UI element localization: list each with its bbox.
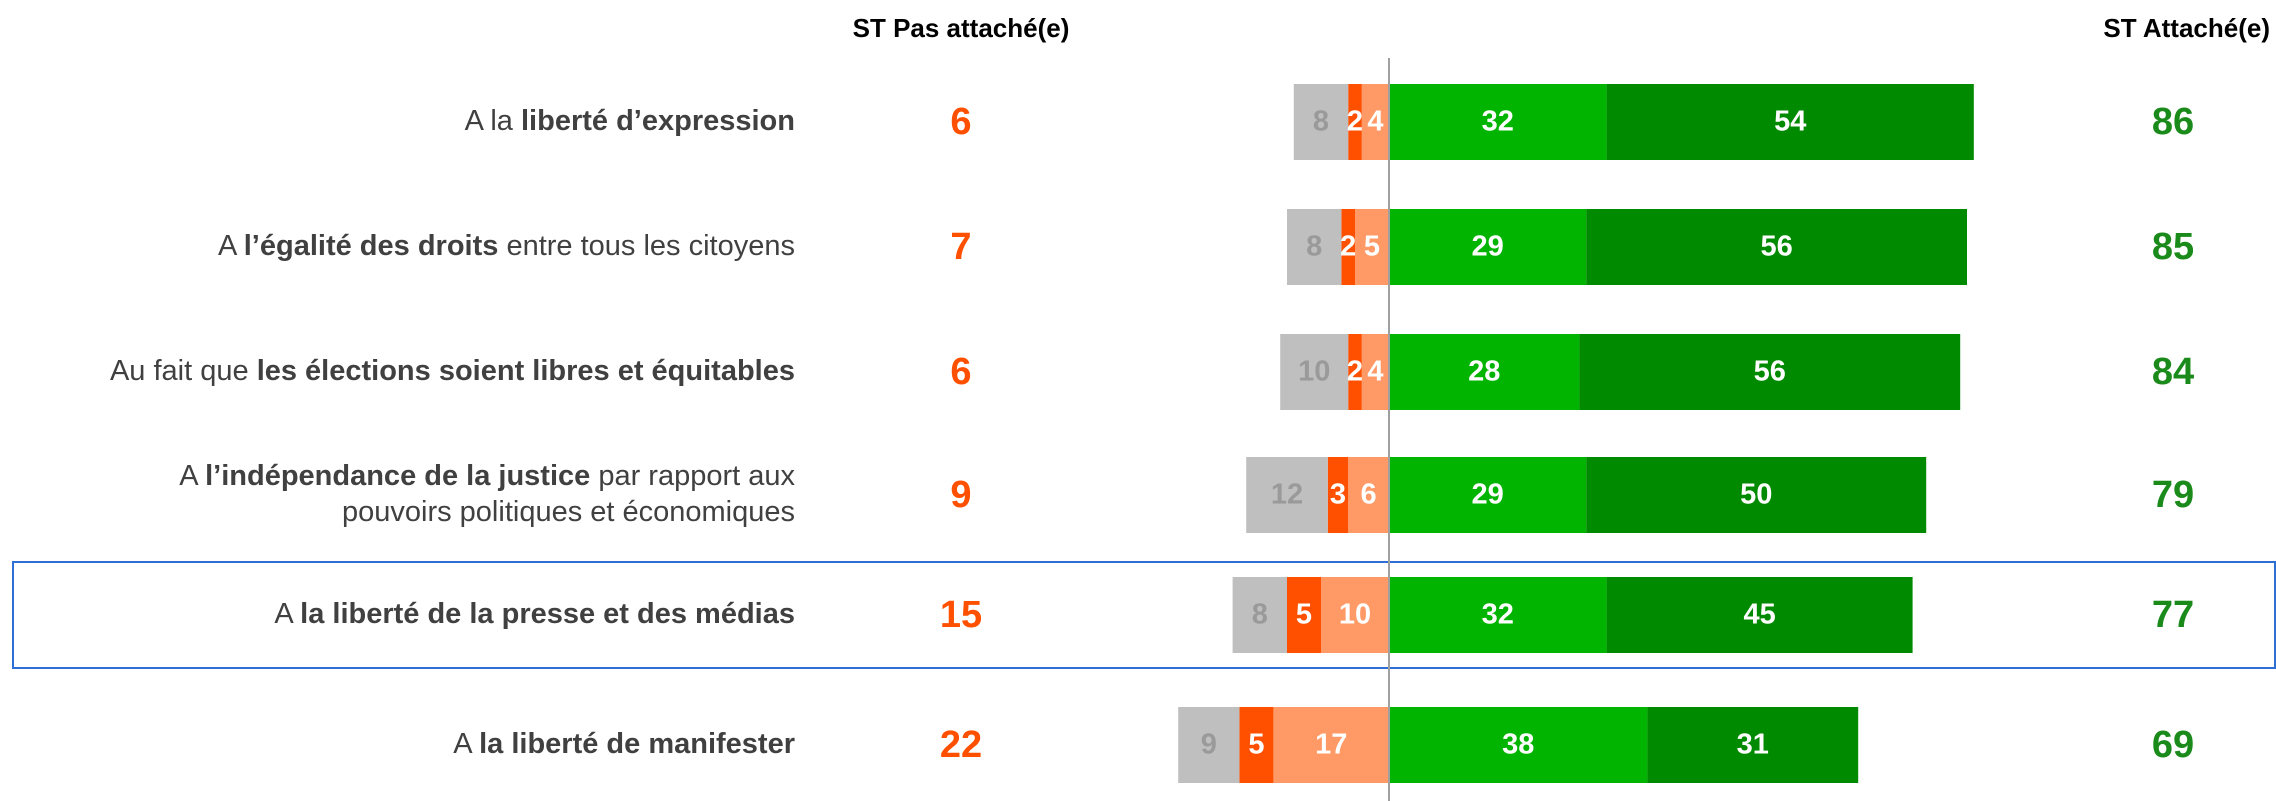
- category-part: la liberté de manifester: [479, 728, 795, 760]
- category-part: A: [453, 728, 479, 760]
- segment-label: 5: [1364, 231, 1380, 263]
- bar-segment: [1341, 209, 1355, 285]
- segment-label: 4: [1367, 106, 1383, 138]
- bar-segment: [1287, 209, 1342, 285]
- category-part: les élections soient libres et équitable…: [257, 355, 795, 387]
- bar-segment: [1361, 334, 1389, 410]
- segment-label: 10: [1339, 599, 1371, 631]
- total-label: 15: [940, 594, 982, 636]
- segment-label: 56: [1760, 231, 1792, 263]
- bar-segment: [1389, 209, 1587, 285]
- category-part: A: [218, 230, 244, 262]
- segment-label: 12: [1271, 479, 1303, 511]
- bar-segment: [1361, 84, 1389, 160]
- segment-label: 17: [1315, 729, 1347, 761]
- highlight-box: [12, 561, 2276, 669]
- bar-segment: [1348, 84, 1362, 160]
- category-part: A: [274, 598, 300, 630]
- segment-label: 29: [1471, 479, 1503, 511]
- segment-label: 4: [1367, 356, 1383, 388]
- bar-segment: [1389, 707, 1648, 783]
- bar-segment: [1293, 84, 1349, 160]
- category-part: l’égalité des droits: [244, 230, 499, 262]
- bar-segment: [1586, 209, 1967, 285]
- category-part: Au fait que: [110, 355, 257, 387]
- bar-segment: [1389, 84, 1607, 160]
- segment-label: 8: [1252, 599, 1268, 631]
- category-part: pouvoirs politiques et économiques: [342, 496, 795, 528]
- category-part: liberté d’expression: [521, 105, 795, 137]
- total-label: 6: [950, 101, 971, 143]
- segment-label: 2: [1347, 356, 1363, 388]
- bar-segment: [1389, 457, 1587, 533]
- bar-segment: [1606, 577, 1913, 653]
- left-total-header: ST Pas attaché(e): [853, 13, 1070, 43]
- category-label: A la liberté de la presse et des médias: [274, 598, 795, 630]
- segment-label: 50: [1740, 479, 1772, 511]
- bar-segment: [1280, 334, 1349, 410]
- bar-segment: [1355, 209, 1389, 285]
- total-label: 77: [2152, 594, 2194, 636]
- segment-label: 32: [1482, 106, 1514, 138]
- bar-segment: [1246, 457, 1328, 533]
- segment-label: 45: [1743, 599, 1775, 631]
- bar-segment: [1586, 457, 1927, 533]
- total-label: 86: [2152, 101, 2194, 143]
- category-label: Au fait que les élections soient libres …: [110, 355, 795, 387]
- category-part: par rapport aux: [590, 460, 795, 492]
- category-label: A la liberté de manifester: [453, 728, 795, 760]
- category-part: A: [179, 460, 205, 492]
- total-label: 9: [950, 474, 971, 516]
- category-label: A la liberté d’expression: [465, 105, 795, 137]
- bar-segment: [1327, 457, 1349, 533]
- segment-label: 9: [1201, 729, 1217, 761]
- bar-segment: [1239, 707, 1274, 783]
- total-label: 6: [950, 351, 971, 393]
- segment-label: 8: [1313, 106, 1329, 138]
- total-label: 85: [2152, 226, 2194, 268]
- bar-segment: [1389, 577, 1607, 653]
- segment-label: 29: [1471, 231, 1503, 263]
- bar-segment: [1647, 707, 1859, 783]
- segment-label: 5: [1248, 729, 1264, 761]
- segment-label: 2: [1347, 106, 1363, 138]
- segment-label: 56: [1754, 356, 1786, 388]
- total-label: 79: [2152, 474, 2194, 516]
- category-part: la liberté de la presse et des médias: [300, 598, 795, 630]
- bar-segment: [1606, 84, 1974, 160]
- segment-label: 28: [1468, 356, 1500, 388]
- bar-segment: [1348, 457, 1389, 533]
- bar-segment: [1287, 577, 1321, 653]
- segment-label: 31: [1737, 729, 1769, 761]
- total-label: 22: [940, 724, 982, 766]
- segment-label: 10: [1298, 356, 1330, 388]
- right-total-header: ST Attaché(e): [2103, 13, 2270, 43]
- bar-segment: [1389, 334, 1580, 410]
- segment-label: 54: [1774, 106, 1806, 138]
- segment-label: 8: [1306, 231, 1322, 263]
- category-part: A la: [465, 105, 521, 137]
- segment-label: 38: [1502, 729, 1534, 761]
- total-label: 69: [2152, 724, 2194, 766]
- bar-segment: [1579, 334, 1961, 410]
- category-label: A l’indépendance de la justice par rappo…: [179, 460, 795, 492]
- bar-segment: [1232, 577, 1287, 653]
- bar-segment: [1273, 707, 1389, 783]
- bar-segment: [1321, 577, 1389, 653]
- category-part: l’indépendance de la justice: [205, 460, 590, 492]
- total-label: 7: [950, 226, 971, 268]
- segment-label: 2: [1340, 231, 1356, 263]
- bar-segment: [1348, 334, 1362, 410]
- total-label: 84: [2152, 351, 2194, 393]
- segment-label: 6: [1361, 479, 1377, 511]
- bar-segment: [1178, 707, 1240, 783]
- category-label: A l’égalité des droits entre tous les ci…: [218, 230, 795, 262]
- category-part: entre tous les citoyens: [498, 230, 795, 262]
- segment-label: 32: [1482, 599, 1514, 631]
- segment-label: 5: [1296, 599, 1312, 631]
- segment-label: 3: [1330, 479, 1346, 511]
- category-label: pouvoirs politiques et économiques: [342, 496, 795, 528]
